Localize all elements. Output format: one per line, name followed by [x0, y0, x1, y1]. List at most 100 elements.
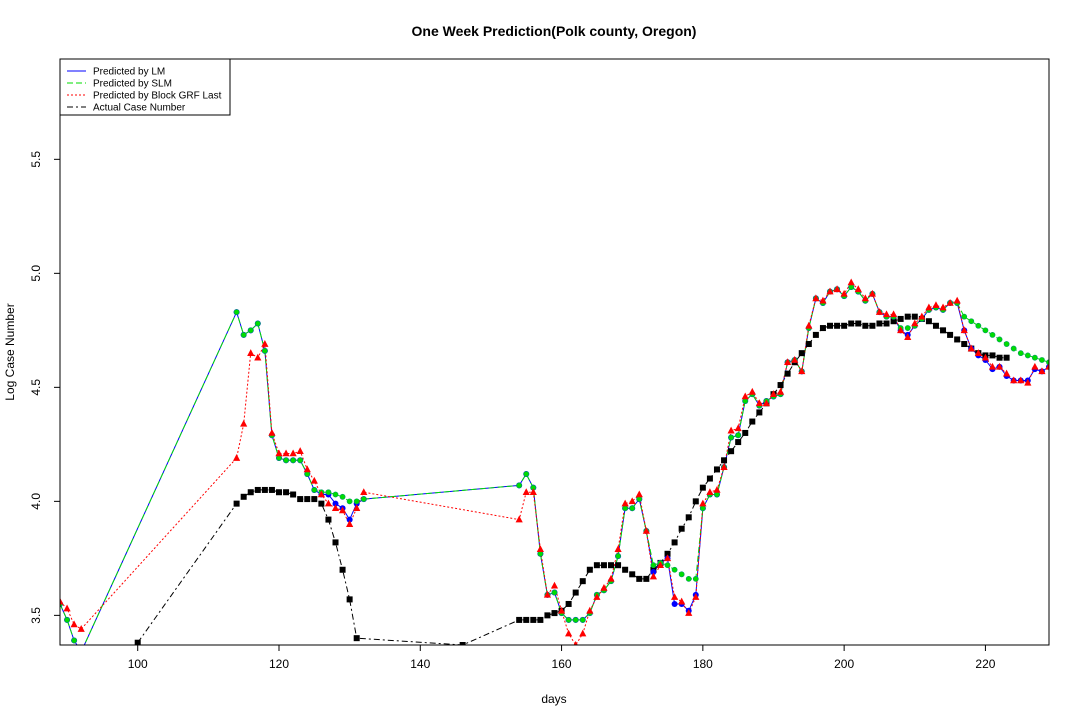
grf-point — [642, 526, 650, 534]
y-tick-label: 4.0 — [29, 493, 43, 510]
grf-point — [911, 319, 919, 327]
grf-point — [515, 515, 523, 523]
grf-point — [543, 590, 552, 598]
slm-point — [1017, 350, 1024, 357]
grf-point — [805, 321, 813, 329]
grf-point — [557, 606, 566, 614]
grf-point — [649, 572, 657, 580]
slm-point — [989, 331, 996, 338]
grf-point — [607, 574, 615, 582]
grf-point — [614, 545, 622, 553]
grf-point — [932, 301, 940, 309]
grf-point — [261, 340, 269, 347]
actual-point — [841, 322, 848, 329]
grf-point — [776, 387, 785, 395]
slm-point — [283, 457, 289, 464]
slm-point — [968, 318, 975, 325]
actual-point — [911, 313, 918, 320]
actual-point — [925, 318, 932, 325]
grf-point — [854, 285, 862, 293]
y-tick-label: 3.5 — [29, 607, 43, 624]
grf-point — [1045, 362, 1049, 370]
slm-point — [565, 617, 572, 623]
grf-point — [748, 387, 756, 395]
grf-point — [861, 294, 869, 302]
slm-point — [735, 432, 742, 439]
actual-point — [827, 322, 834, 329]
x-tick-label: 220 — [975, 657, 995, 671]
grf-point — [60, 597, 64, 605]
actual-point — [304, 496, 311, 503]
actual-point — [643, 575, 650, 582]
actual-point — [798, 350, 805, 357]
grf-point — [247, 349, 255, 356]
actual-point — [240, 493, 247, 500]
grf-point — [946, 298, 954, 306]
grf-point — [331, 504, 340, 511]
grf-point — [656, 561, 665, 568]
actual-point — [332, 539, 339, 546]
grf-point — [826, 287, 834, 295]
grf-point — [692, 593, 700, 600]
slm-point — [346, 498, 353, 505]
chart-title: One Week Prediction(Polk county, Oregon) — [412, 23, 697, 39]
grf-point — [734, 424, 742, 432]
actual-point — [862, 322, 869, 329]
slm-point — [982, 327, 989, 334]
legend-label-2: Predicted by Block GRF Last — [93, 91, 222, 102]
actual-point — [353, 635, 360, 642]
slm-point — [650, 562, 657, 569]
actual-point — [579, 578, 586, 585]
grf-point — [791, 355, 799, 363]
grf-point — [268, 428, 276, 436]
slm-point — [629, 505, 636, 512]
grf-point — [670, 593, 679, 600]
series-layer — [60, 278, 1049, 645]
grf-point — [833, 285, 841, 293]
slm-point — [1003, 341, 1010, 347]
slm-point — [325, 489, 332, 496]
grf-point — [586, 606, 594, 614]
grf-point — [1017, 376, 1025, 384]
slm-point — [290, 457, 297, 464]
actual-point — [459, 642, 466, 645]
y-axis-label: Log Case Number — [3, 303, 17, 400]
slm-point — [261, 347, 268, 354]
grf-point — [868, 289, 876, 297]
grf-point — [897, 326, 905, 334]
actual-point — [247, 489, 254, 496]
actual-point — [848, 320, 855, 327]
actual-point — [890, 318, 897, 325]
slm-point — [728, 434, 735, 441]
actual-point — [608, 562, 615, 569]
actual-point — [777, 382, 784, 389]
grf-point — [981, 353, 990, 361]
grf-point — [360, 488, 368, 496]
legend-box — [59, 58, 231, 116]
grf-point — [784, 358, 792, 366]
grf-point — [635, 490, 643, 498]
grf-point — [769, 390, 778, 397]
actual-point — [537, 616, 544, 623]
grf-point — [798, 367, 806, 375]
actual-point — [706, 475, 713, 482]
x-tick-label: 100 — [128, 657, 148, 671]
slm-point — [664, 562, 671, 569]
slm-point — [254, 320, 261, 327]
actual-point — [883, 320, 890, 327]
actual-point — [940, 327, 947, 334]
grf-point — [573, 641, 578, 645]
slm-point — [551, 589, 558, 596]
grf-point — [338, 506, 347, 514]
slm-point — [678, 571, 685, 578]
slm-point — [671, 566, 678, 573]
grf-point — [713, 485, 721, 493]
grf-point — [600, 583, 608, 591]
grf-point — [621, 499, 629, 507]
grf-point — [303, 465, 311, 473]
slm-point — [360, 496, 367, 502]
grf-point — [663, 554, 672, 562]
actual-point — [735, 439, 742, 446]
actual-point — [268, 486, 275, 493]
